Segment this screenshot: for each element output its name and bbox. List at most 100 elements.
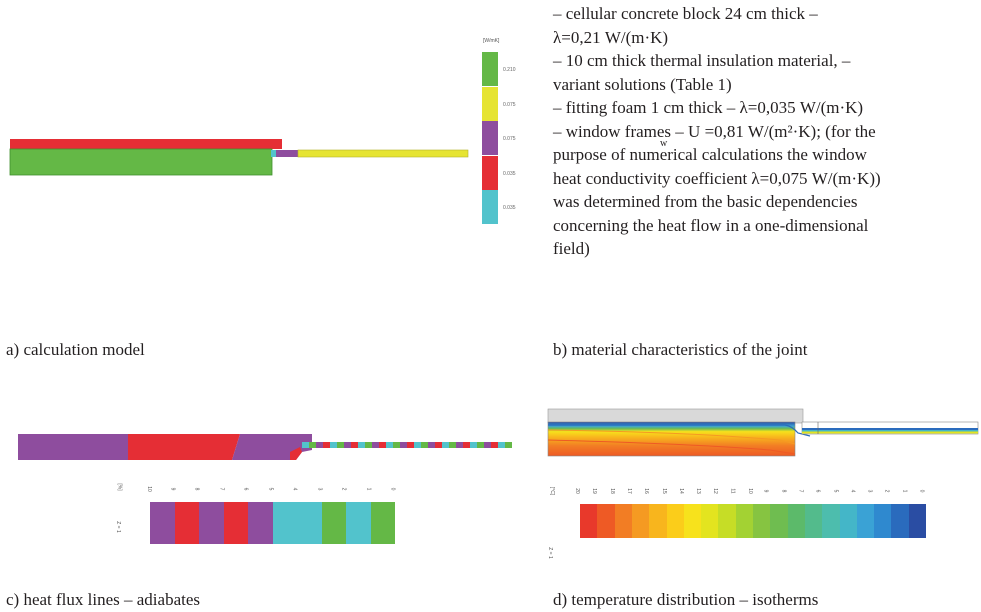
flux-scale-label: 8 bbox=[193, 487, 200, 491]
desc-line-3: – 10 cm thick thermal insulation materia… bbox=[553, 51, 851, 70]
desc-line-5: – fitting foam 1 cm thick – λ=0,035 W/(m… bbox=[553, 98, 864, 117]
flux-red-notch bbox=[290, 447, 302, 460]
legend-value: 0.035 bbox=[503, 170, 516, 177]
flux-scale-label: 1 bbox=[364, 487, 371, 491]
flux-scale-cell bbox=[346, 502, 371, 544]
temp-scale-label: 3 bbox=[866, 489, 873, 493]
temp-frame-yellow bbox=[802, 431, 978, 434]
legend-swatch bbox=[482, 155, 498, 190]
temp-scale-cell bbox=[718, 504, 737, 538]
temp-scale-cell bbox=[683, 504, 702, 538]
flux-stripe bbox=[463, 442, 470, 448]
temp-z-label: Z = 1 bbox=[546, 547, 553, 559]
temp-scale-label: 18 bbox=[608, 488, 615, 494]
flux-stripe bbox=[344, 442, 351, 448]
flux-stripe bbox=[358, 442, 365, 448]
flux-stripe bbox=[442, 442, 449, 448]
temp-scale-label: 0 bbox=[918, 489, 925, 493]
flux-stripe bbox=[449, 442, 456, 448]
temp-scale-cell bbox=[597, 504, 616, 538]
legend-value: 0.035 bbox=[503, 205, 516, 211]
model-purple-block bbox=[276, 150, 298, 157]
flux-scale-label: 4 bbox=[291, 487, 298, 491]
temp-scale-cell bbox=[891, 504, 910, 538]
caption-b: b) material characteristics of the joint bbox=[553, 340, 808, 359]
temp-scale-label: 7 bbox=[797, 489, 804, 493]
flux-scale-label: 0 bbox=[389, 487, 396, 491]
temp-scale-label: 15 bbox=[660, 488, 667, 494]
flux-stripe bbox=[323, 442, 330, 448]
flux-scale-cell bbox=[174, 502, 199, 544]
temp-scale-label: 5 bbox=[831, 489, 838, 493]
flux-stripe bbox=[393, 442, 400, 448]
calculation-model-drawing bbox=[9, 139, 469, 176]
flux-stripe bbox=[498, 442, 505, 448]
desc-line-7-text: purpose of numerical calculations the wi… bbox=[553, 145, 867, 164]
flux-z-label: Z = 1 bbox=[114, 521, 121, 533]
legend-value: 0.075 bbox=[503, 101, 516, 108]
flux-stripe bbox=[435, 442, 442, 448]
temp-scale-label: 6 bbox=[814, 489, 821, 493]
flux-scale-cell bbox=[321, 502, 346, 544]
model-red-layer bbox=[10, 139, 282, 149]
flux-stripe bbox=[330, 442, 337, 448]
temp-frame-cyan bbox=[802, 430, 978, 432]
temp-scale-cell bbox=[580, 504, 598, 538]
temp-scale-label: 12 bbox=[712, 488, 719, 494]
temp-scale-cell bbox=[614, 504, 633, 538]
temp-wall bbox=[547, 421, 796, 457]
desc-line-6a: – window frames – U bbox=[553, 121, 701, 141]
temp-scale-cell bbox=[631, 504, 650, 538]
temp-scale-cell bbox=[839, 504, 858, 538]
legend-value: 0.210 bbox=[503, 67, 516, 73]
temp-scale-cell bbox=[753, 504, 771, 538]
flux-stripe bbox=[379, 442, 386, 448]
temperature-drawing bbox=[547, 408, 979, 457]
model-green-layer bbox=[9, 148, 273, 176]
temp-scale-label: 8 bbox=[779, 489, 786, 493]
temp-scale-cell bbox=[874, 504, 892, 538]
panel-a-calculation-model: [W/mK] 0.210 0.075 0.075 0.035 0.035 bbox=[0, 0, 540, 300]
flux-unit: [%] bbox=[116, 483, 123, 491]
desc-line-2: λ=0,21 W/(m·K) bbox=[553, 27, 669, 47]
temp-scale-cell bbox=[787, 504, 806, 538]
desc-line-7: w purpose of numerical calculations the w… bbox=[553, 138, 981, 167]
temp-scale-cell bbox=[804, 504, 823, 538]
flux-stripe bbox=[309, 442, 316, 448]
temp-isotherm-3 bbox=[548, 424, 811, 437]
desc-line-4: variant solutions (Table 1) bbox=[553, 74, 732, 94]
desc-line-6b: =0,81 W/(m²·K); (for the bbox=[704, 121, 876, 141]
temp-scale-label: 10 bbox=[746, 488, 753, 494]
flux-scale-label: 2 bbox=[340, 487, 347, 491]
legend-swatch bbox=[482, 52, 498, 86]
flux-stripe bbox=[421, 442, 428, 448]
flux-stripe bbox=[505, 442, 512, 448]
temp-scale-label: 13 bbox=[694, 488, 701, 494]
flux-red-band bbox=[128, 434, 240, 460]
flux-stripe bbox=[456, 442, 463, 448]
desc-line-1: – cellular concrete block 24 cm thick – bbox=[553, 4, 818, 23]
temp-scale-label: 11 bbox=[729, 488, 736, 494]
desc-subscript-w: w bbox=[660, 138, 668, 149]
flux-stripe bbox=[400, 442, 407, 448]
temp-scale-label: 4 bbox=[849, 489, 856, 493]
caption-a: a) calculation model bbox=[6, 340, 145, 359]
flux-scale-label: 5 bbox=[266, 487, 273, 491]
temp-unit: [°C] bbox=[549, 486, 556, 496]
heat-flux-drawing bbox=[18, 434, 512, 460]
legend-value: 0.075 bbox=[503, 136, 516, 142]
flux-scale-label: 3 bbox=[315, 487, 322, 491]
flux-stripe bbox=[470, 442, 477, 448]
flux-stripe bbox=[414, 442, 421, 448]
legend-unit: [W/mK] bbox=[483, 38, 500, 44]
flux-scale-cell bbox=[248, 502, 273, 544]
model-yellow-frame bbox=[297, 149, 469, 158]
temp-scale-label: 1 bbox=[901, 489, 908, 493]
temp-isotherm-1 bbox=[547, 429, 796, 445]
temp-grey-panel bbox=[547, 408, 804, 424]
temp-scale-cell bbox=[649, 504, 667, 538]
panel-b-material-description: – cellular concrete block 24 cm thick – … bbox=[553, 2, 981, 261]
flux-stripe bbox=[351, 442, 358, 448]
flux-stripe bbox=[386, 442, 393, 448]
panel-d-temperature: [°C] Z = 1 20 19 18 17 16 15 14 13 12 11 10 9 8 7 6 5 4 3… bbox=[540, 400, 981, 580]
